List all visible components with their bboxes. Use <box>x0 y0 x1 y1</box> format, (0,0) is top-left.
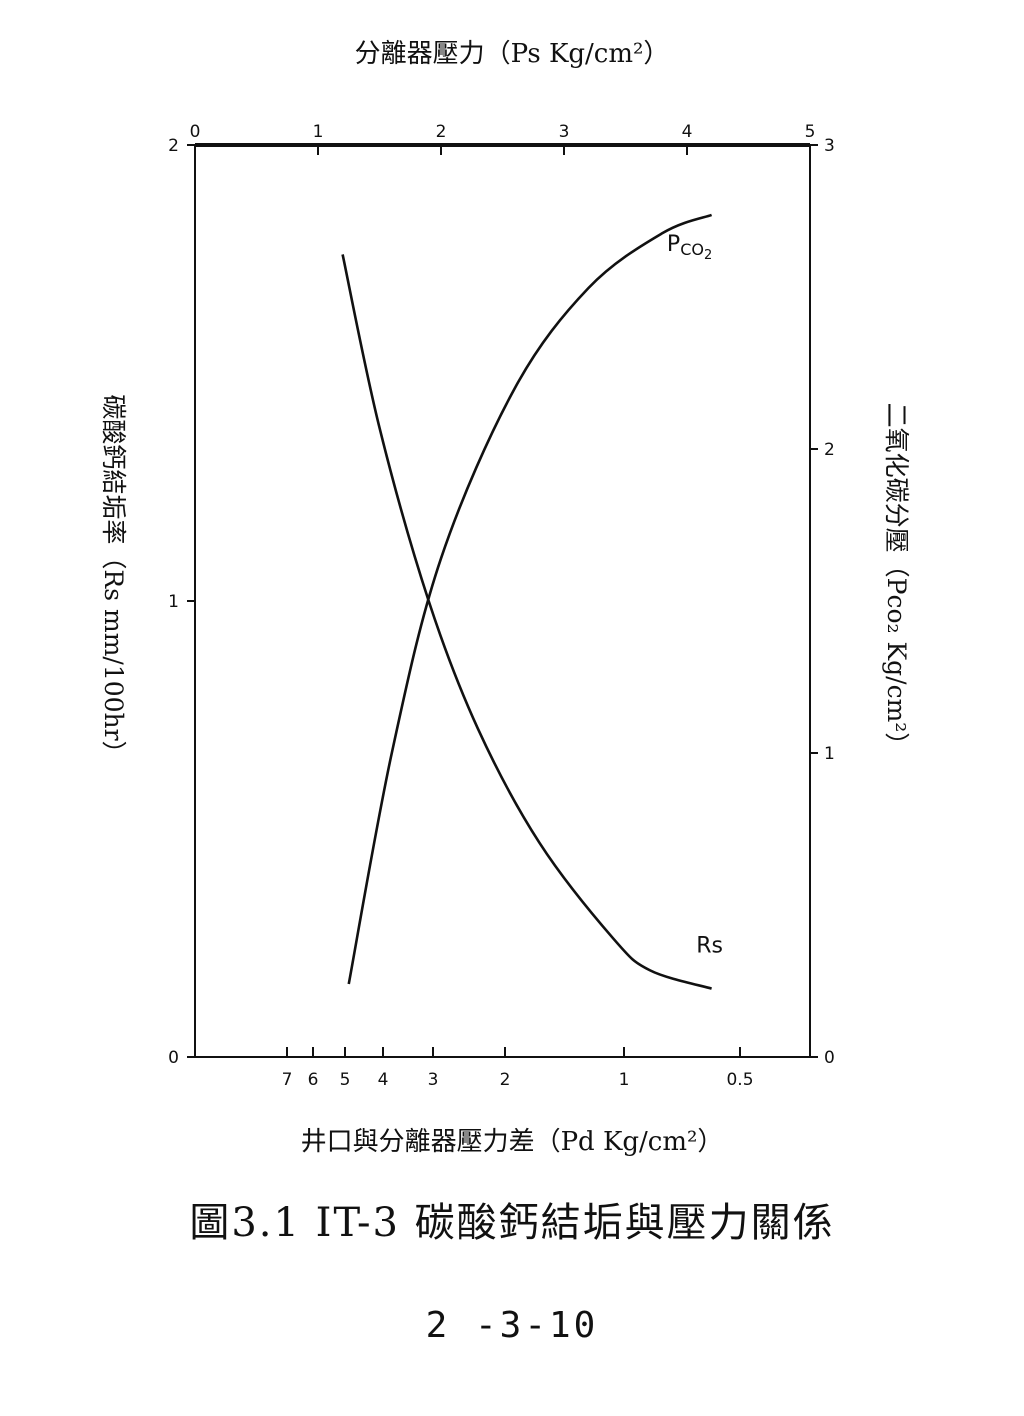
left-tick-label: 1 <box>168 592 179 612</box>
right-axis-label: 二氧化碳分壓（Pco₂ Kg/cm²） <box>882 403 911 758</box>
plot-frame <box>194 144 811 1058</box>
bottom-tick-label: 1 <box>619 1070 630 1090</box>
top-tick-label: 2 <box>436 122 447 142</box>
top-axis-ticks: 0 1 2 3 4 5 <box>190 122 816 155</box>
series-line-pco2 <box>347 213 713 985</box>
top-tick-label: 0 <box>190 122 201 142</box>
right-tick-label: 2 <box>824 440 835 460</box>
bottom-tick-label: 4 <box>378 1070 389 1090</box>
right-tick-label: 1 <box>824 744 835 764</box>
series-label-rs: Rs <box>696 934 723 959</box>
right-tick-label: 0 <box>824 1048 835 1068</box>
top-tick-label: 3 <box>559 122 570 142</box>
bottom-tick-label: 6 <box>308 1070 319 1090</box>
series-layer: Rs PCO2 <box>341 213 723 990</box>
right-axis-ticks: 0 1 2 3 <box>810 136 835 1068</box>
bottom-axis-label: 井口與分離器壓力差（Pd Kg/cm²） <box>301 1127 724 1157</box>
top-tick-label: 4 <box>682 122 693 142</box>
figure-caption: 圖3.1 IT-3 碳酸鈣結垢與壓力關係 <box>189 1200 835 1246</box>
series-label-pco2: PCO2 <box>667 232 712 263</box>
page-number: 2 -3-10 <box>425 1305 599 1346</box>
calcium-carbonate-scaling-chart: 0 1 2 3 4 5 7 6 5 4 3 2 1 0.5 0 1 2 0 1 2 3 Rs PCO2 分離器壓力（… <box>99 39 911 1157</box>
bottom-axis-ticks: 7 6 5 4 3 2 1 0.5 <box>282 1047 754 1090</box>
top-tick-label: 1 <box>313 122 324 142</box>
left-axis-label: 碳酸鈣結垢率（Rs mm/100hr） <box>99 394 128 765</box>
right-tick-label: 3 <box>824 136 835 156</box>
bottom-tick-label: 5 <box>340 1070 351 1090</box>
left-axis-ticks: 0 1 2 <box>168 136 195 1068</box>
left-tick-label: 2 <box>168 136 179 156</box>
bottom-tick-label: 2 <box>500 1070 511 1090</box>
bottom-tick-label: 3 <box>428 1070 439 1090</box>
top-axis-label: 分離器壓力（Ps Kg/cm²） <box>355 39 670 69</box>
bottom-tick-label: 7 <box>282 1070 293 1090</box>
left-tick-label: 0 <box>168 1048 179 1068</box>
series-line-rs <box>341 254 712 990</box>
top-tick-label: 5 <box>805 122 816 142</box>
bottom-tick-label: 0.5 <box>726 1070 753 1090</box>
